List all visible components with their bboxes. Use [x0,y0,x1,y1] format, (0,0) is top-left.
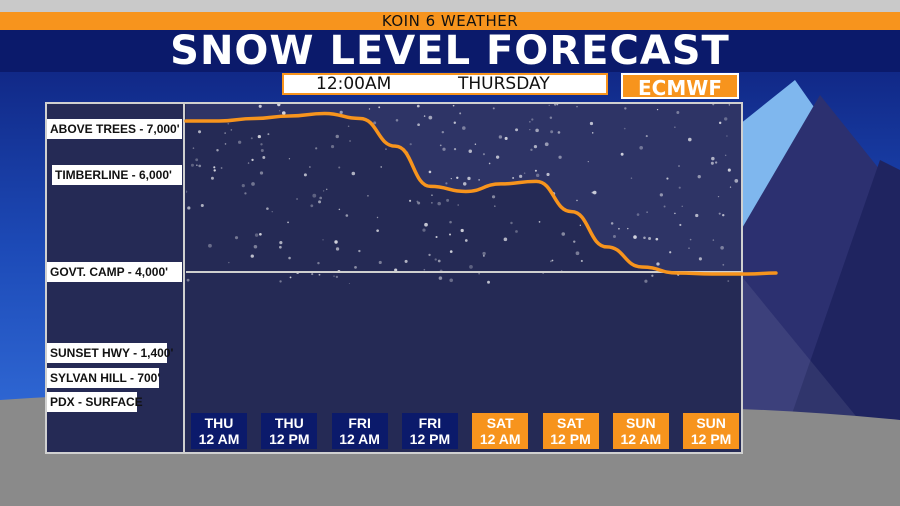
level-label: GOVT. CAMP - 4,000' [47,262,182,282]
x-tick-day: SUN [696,415,726,431]
level-label: PDX - SURFACE [47,392,143,412]
x-tick-day: THU [274,415,304,431]
x-tick-day: SAT [486,415,514,431]
model-badge: ECMWF [621,73,739,100]
x-tick-label: FRI 12 PM [401,413,458,449]
title-bar [0,30,900,72]
x-tick-day: SUN [626,415,656,431]
station-bar [0,12,900,30]
x-tick-label: SUN 12 PM [683,413,740,449]
station-name: KOIN 6 WEATHER [381,12,519,30]
x-tick-label: THU 12 PM [261,413,318,449]
x-tick-label: SUN 12 AM [612,413,669,449]
day-value: THURSDAY [458,74,550,94]
time-value: 12:00AM [316,74,392,94]
time-box [282,73,608,95]
x-tick-label: SAT 12 PM [542,413,599,449]
level-label: TIMBERLINE - 6,000' [52,165,182,185]
x-tick-label: THU 12 AM [191,413,247,449]
x-tick-hour: 12 PM [409,431,451,447]
x-tick-label: FRI 12 AM [331,413,388,449]
x-tick-hour: 12 PM [269,431,310,447]
x-tick-day: FRI [348,415,371,431]
level-label: SYLVAN HILL - 700' [47,368,160,388]
level-label: SUNSET HWY - 1,400' [47,343,173,363]
x-tick-day: SAT [557,415,584,431]
x-tick-day: FRI [418,415,442,431]
x-tick-hour: 12 AM [479,431,521,447]
x-tick-hour: 12 PM [550,431,591,447]
level-label: ABOVE TREES - 7,000' [47,119,182,139]
x-tick-hour: 12 AM [198,431,240,447]
x-tick-day: THU [204,415,234,431]
x-tick-label: SAT 12 AM [472,413,529,449]
header-strip [0,0,900,12]
page-title: SNOW LEVEL FORECAST [170,28,730,74]
level-labels-column [45,102,185,454]
x-tick-hour: 12 AM [620,431,662,447]
x-tick-hour: 12 AM [339,431,380,447]
x-tick-hour: 12 PM [690,431,732,447]
